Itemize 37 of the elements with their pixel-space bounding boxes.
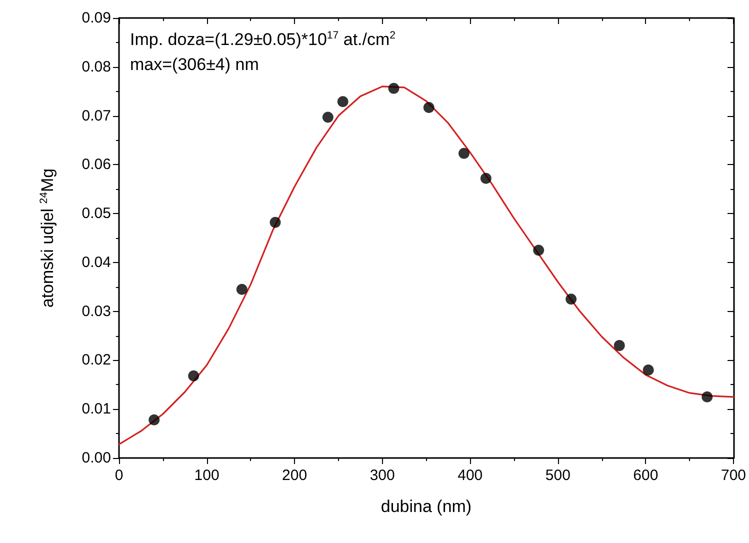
x-tick-label: 500 [545, 467, 570, 484]
y-tick-label: 0.07 [82, 107, 111, 124]
point [236, 284, 248, 295]
point [480, 172, 492, 184]
point [533, 244, 544, 256]
y-tick-label: 0.05 [82, 205, 111, 222]
point [337, 96, 348, 108]
point [702, 391, 713, 402]
x-tick-label: 400 [458, 467, 483, 484]
y-tick-label: 0.08 [82, 58, 111, 76]
x-tick-label: 100 [194, 467, 220, 484]
y-tick-label: 0.09 [82, 10, 111, 26]
line-series [118, 86, 734, 446]
x-tick-label: 0 [114, 467, 124, 484]
point [458, 148, 470, 159]
point [566, 294, 577, 305]
y-tick-label: 0.03 [82, 302, 111, 320]
point [270, 216, 281, 228]
point [188, 370, 200, 382]
y-tick-label: 0.04 [82, 254, 111, 271]
point [148, 414, 160, 426]
y-tick-label: 0.01 [82, 400, 111, 418]
point [423, 102, 434, 113]
x-tick-label: 200 [282, 467, 308, 484]
y-tick-label: 0.00 [82, 450, 111, 466]
x-tick-label: 300 [370, 467, 395, 484]
x-axis-title: dubina (nm) [380, 497, 472, 516]
point [614, 340, 625, 352]
x-tick-label: 600 [633, 467, 658, 484]
annotation: max=(306±4) nm [130, 55, 259, 74]
point [322, 112, 334, 123]
y-axis-title: atomski udjel 24Mg [38, 168, 58, 308]
x-tick-label: 700 [720, 467, 746, 484]
point [388, 82, 400, 94]
y-tick-label: 0.06 [82, 156, 111, 174]
y-tick-label: 0.02 [82, 352, 111, 369]
point [642, 364, 654, 376]
